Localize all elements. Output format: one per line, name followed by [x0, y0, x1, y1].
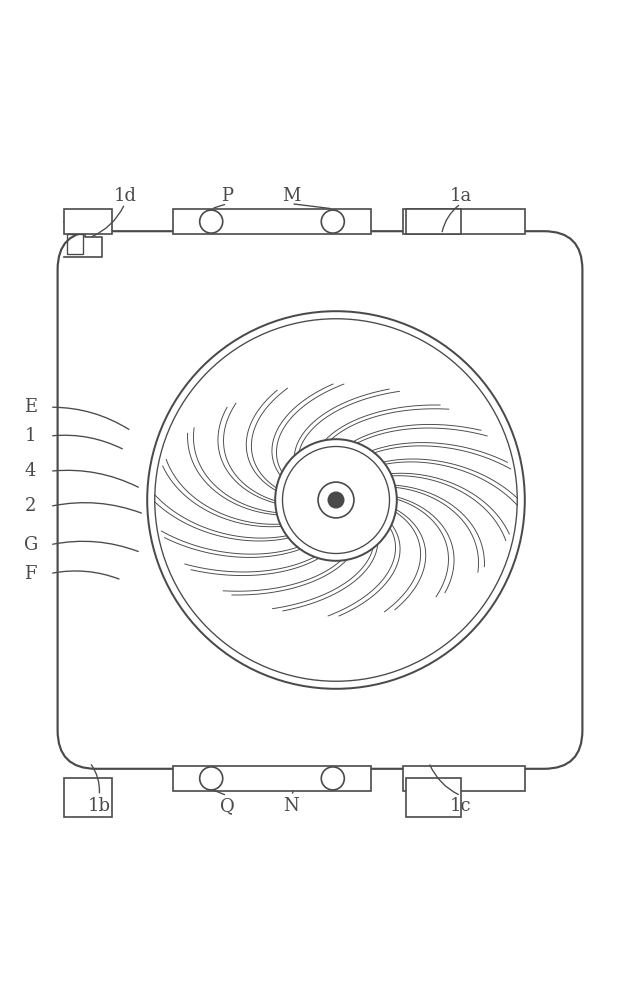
Text: 2: 2 [24, 497, 36, 515]
Text: N: N [284, 797, 299, 815]
Bar [64, 209, 112, 234]
Bar [64, 778, 112, 817]
Text: P: P [221, 187, 233, 205]
Bar [67, 234, 83, 254]
Circle shape [318, 482, 354, 518]
Circle shape [200, 210, 223, 233]
Text: 1c: 1c [450, 797, 472, 815]
Text: F: F [24, 565, 37, 583]
Text: 1: 1 [24, 427, 36, 445]
Text: 1b: 1b [88, 797, 111, 815]
Bar [173, 766, 371, 791]
Bar [406, 209, 461, 234]
Circle shape [200, 767, 223, 790]
Bar [173, 209, 371, 234]
Text: G: G [24, 536, 38, 554]
Circle shape [321, 210, 344, 233]
Circle shape [328, 492, 344, 508]
Circle shape [275, 439, 397, 561]
Bar [403, 766, 525, 791]
Bar [403, 209, 525, 234]
Text: 1d: 1d [113, 187, 136, 205]
Text: Q: Q [220, 797, 235, 815]
Text: E: E [24, 398, 38, 416]
Text: 1a: 1a [450, 187, 472, 205]
Text: M: M [282, 187, 300, 205]
Bar [406, 778, 461, 817]
Circle shape [275, 439, 397, 561]
Circle shape [321, 767, 344, 790]
Text: 4: 4 [24, 462, 36, 480]
